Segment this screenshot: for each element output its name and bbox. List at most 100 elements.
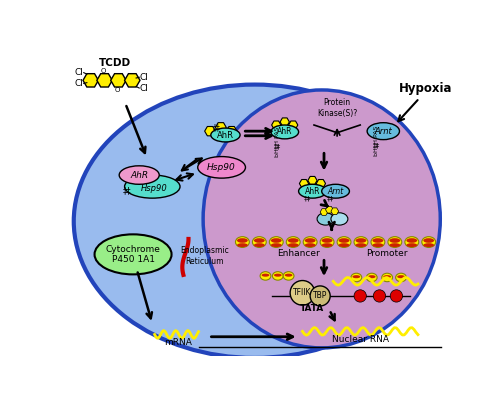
Ellipse shape <box>317 213 334 225</box>
Text: TFIIK: TFIIK <box>293 288 312 297</box>
Text: Hypoxia: Hypoxia <box>399 82 452 94</box>
Text: ‡‡: ‡‡ <box>372 142 380 148</box>
Text: Cl: Cl <box>74 68 84 77</box>
Ellipse shape <box>422 237 436 248</box>
Ellipse shape <box>254 238 264 243</box>
Ellipse shape <box>274 274 281 277</box>
Ellipse shape <box>356 243 366 247</box>
Ellipse shape <box>405 237 418 248</box>
Ellipse shape <box>384 275 391 278</box>
Ellipse shape <box>390 238 400 243</box>
Text: AhR: AhR <box>304 187 320 196</box>
Ellipse shape <box>203 90 440 348</box>
Ellipse shape <box>406 238 417 243</box>
Ellipse shape <box>337 237 351 248</box>
Ellipse shape <box>356 238 366 243</box>
Ellipse shape <box>406 243 417 247</box>
Ellipse shape <box>303 237 317 248</box>
Ellipse shape <box>372 238 384 243</box>
Text: TATA: TATA <box>300 304 324 313</box>
Ellipse shape <box>254 243 264 247</box>
Ellipse shape <box>388 237 402 248</box>
Ellipse shape <box>286 237 300 248</box>
Ellipse shape <box>262 274 270 277</box>
Ellipse shape <box>338 238 349 243</box>
Ellipse shape <box>320 237 334 248</box>
Ellipse shape <box>284 274 292 277</box>
Ellipse shape <box>236 237 250 248</box>
Ellipse shape <box>390 243 400 247</box>
Text: Cl: Cl <box>140 84 148 92</box>
Ellipse shape <box>338 243 349 247</box>
Ellipse shape <box>354 237 368 248</box>
Text: ‡‡: ‡‡ <box>304 196 310 202</box>
Ellipse shape <box>331 213 348 225</box>
Ellipse shape <box>288 238 298 243</box>
Ellipse shape <box>366 273 377 282</box>
Ellipse shape <box>252 237 266 248</box>
Text: Promoter: Promoter <box>366 249 408 258</box>
Ellipse shape <box>397 275 405 278</box>
Text: AhR: AhR <box>130 170 148 180</box>
Ellipse shape <box>322 243 332 247</box>
Text: ‡‡: ‡‡ <box>326 196 334 202</box>
Ellipse shape <box>396 273 406 282</box>
Ellipse shape <box>270 237 283 248</box>
Text: Protein
Kinase(S)?: Protein Kinase(S)? <box>317 98 357 118</box>
Ellipse shape <box>237 238 248 243</box>
Ellipse shape <box>372 243 384 247</box>
Text: O: O <box>101 68 106 74</box>
Ellipse shape <box>351 273 362 282</box>
Text: Cytochrome
P450 1A1: Cytochrome P450 1A1 <box>106 245 160 264</box>
Ellipse shape <box>198 156 246 178</box>
Circle shape <box>310 286 330 306</box>
Text: AhR: AhR <box>277 128 292 136</box>
Ellipse shape <box>283 272 294 280</box>
Ellipse shape <box>424 243 434 247</box>
Text: TBP: TBP <box>313 292 328 300</box>
Ellipse shape <box>322 238 332 243</box>
Ellipse shape <box>74 84 436 358</box>
Ellipse shape <box>424 238 434 243</box>
Ellipse shape <box>271 238 281 243</box>
Ellipse shape <box>371 237 385 248</box>
Text: Arnt: Arnt <box>328 187 344 196</box>
Ellipse shape <box>124 175 180 198</box>
Ellipse shape <box>322 184 349 198</box>
Ellipse shape <box>305 238 316 243</box>
Ellipse shape <box>368 275 376 278</box>
Text: O: O <box>115 86 120 92</box>
Ellipse shape <box>94 234 172 274</box>
Text: Nuclear RNA: Nuclear RNA <box>332 334 388 344</box>
Ellipse shape <box>298 184 326 198</box>
Ellipse shape <box>305 243 316 247</box>
Ellipse shape <box>272 272 283 280</box>
Circle shape <box>354 290 366 302</box>
Text: TCDD: TCDD <box>100 58 132 68</box>
Ellipse shape <box>367 123 400 140</box>
Ellipse shape <box>288 243 298 247</box>
Ellipse shape <box>260 272 271 280</box>
Text: AhR: AhR <box>217 130 234 140</box>
Ellipse shape <box>382 273 392 282</box>
Text: Endoplasmic
Reticulum: Endoplasmic Reticulum <box>180 246 229 266</box>
Text: Hsp90: Hsp90 <box>207 163 236 172</box>
Circle shape <box>374 290 386 302</box>
Text: ‡‡: ‡‡ <box>212 123 220 132</box>
Text: bHLH PAS: bHLH PAS <box>276 127 280 157</box>
Text: ‡‡: ‡‡ <box>122 186 131 195</box>
Text: ‡‡: ‡‡ <box>274 144 281 150</box>
Ellipse shape <box>237 243 248 247</box>
Text: bHLH PAS: bHLH PAS <box>374 125 379 156</box>
Circle shape <box>390 290 402 302</box>
Ellipse shape <box>271 243 281 247</box>
Text: Enhancer: Enhancer <box>277 249 320 258</box>
Ellipse shape <box>119 166 159 184</box>
Text: Arnt: Arnt <box>374 127 392 136</box>
Ellipse shape <box>352 275 360 278</box>
Text: Hsp90: Hsp90 <box>141 184 168 193</box>
Text: Cl: Cl <box>74 79 84 88</box>
Ellipse shape <box>211 128 240 142</box>
Ellipse shape <box>271 125 298 139</box>
Text: Cl: Cl <box>140 73 148 82</box>
